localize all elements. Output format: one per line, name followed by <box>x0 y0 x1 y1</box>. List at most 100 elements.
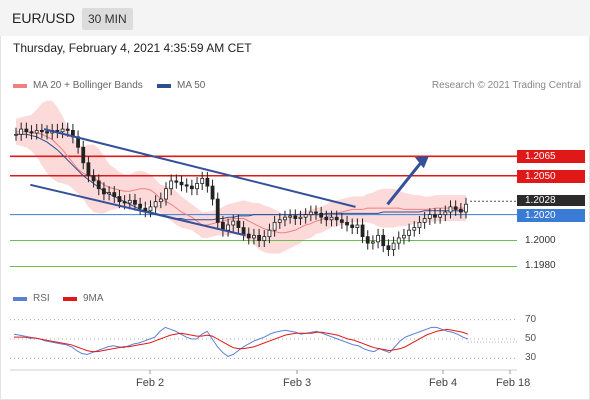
rsi-swatch <box>13 296 27 301</box>
rsi-ma-line <box>14 328 469 353</box>
ma50-swatch <box>157 83 171 88</box>
candle-body <box>267 229 272 238</box>
candle-body <box>355 224 360 228</box>
channel-lower-line <box>30 183 246 237</box>
candle-body <box>24 128 29 133</box>
candle-body <box>81 146 86 164</box>
candle-body <box>360 224 365 238</box>
ma50-line <box>16 133 466 221</box>
x-tick-label: Feb 4 <box>429 377 458 389</box>
candle-body <box>164 188 168 200</box>
candle-body <box>122 201 127 204</box>
candle-body <box>339 219 344 223</box>
candle-body <box>184 184 189 187</box>
legend-ma50: MA 50 <box>157 80 205 91</box>
candle-body <box>39 129 44 133</box>
candle-body <box>345 221 349 226</box>
candle-body <box>127 199 132 204</box>
candle-body <box>412 227 417 231</box>
candle-body <box>376 234 380 243</box>
candle-body <box>60 128 65 133</box>
legend-ma20-label: MA 20 + Bollinger Bands <box>33 80 143 91</box>
candle-body <box>262 236 267 241</box>
candle-body <box>205 177 210 187</box>
candle-body <box>195 183 199 190</box>
candle-body <box>246 233 251 239</box>
legend-ma9: 9MA <box>63 293 104 304</box>
forecast-arrow-head <box>414 156 429 169</box>
candle-body <box>91 175 96 182</box>
candle-body <box>215 198 220 223</box>
candle-body <box>277 219 282 223</box>
candle-body <box>133 199 137 205</box>
candle-body <box>34 129 39 134</box>
candle-body <box>288 215 293 218</box>
candle-body <box>453 206 458 210</box>
candle-body <box>391 242 396 251</box>
rsi-tick-50: 50 <box>525 333 537 344</box>
ma20-line <box>16 131 466 234</box>
candle-body <box>293 215 298 219</box>
candle-body <box>396 237 401 244</box>
timestamp: Thursday, February 4, 2021 4:35:59 AM CE… <box>13 41 252 55</box>
candle-body <box>14 133 18 136</box>
channel-upper-line <box>43 128 356 208</box>
candle-body <box>427 214 432 219</box>
ma9-swatch <box>63 296 77 301</box>
level-label-1.2000: 1.2000 <box>525 234 556 246</box>
candle-body <box>257 234 262 241</box>
legend-ma50-label: MA 50 <box>177 80 206 91</box>
header-bar: EUR/USD 30 MIN <box>0 0 590 36</box>
candle-body <box>189 185 194 190</box>
symbol-label: EUR/USD <box>12 10 76 26</box>
candle-body <box>417 221 422 228</box>
candle-body <box>138 203 143 209</box>
candle-body <box>158 198 163 203</box>
candle-body <box>86 162 91 177</box>
candle-body <box>314 211 318 214</box>
candle-body <box>143 207 148 212</box>
candle-body <box>334 216 339 221</box>
candle-body <box>370 241 375 244</box>
candle-body <box>402 234 406 239</box>
legend-ma9-label: 9MA <box>83 293 104 304</box>
candle-body <box>422 218 427 223</box>
x-tick-label: Feb 18 <box>496 377 531 389</box>
candle-body <box>96 180 101 190</box>
candle-body <box>298 216 303 219</box>
candle-body <box>112 192 117 197</box>
last-price-tag: 1.2028 <box>517 195 585 207</box>
candle-body <box>464 203 468 213</box>
candle-body <box>174 180 179 183</box>
x-tick-label: Feb 3 <box>283 377 312 389</box>
candle-body <box>241 227 246 235</box>
timeframe-button[interactable]: 30 MIN <box>82 8 133 30</box>
candle-body <box>324 216 329 221</box>
candle-body <box>272 221 277 231</box>
legend-rsi: RSI <box>13 293 50 304</box>
candle-body <box>102 188 106 195</box>
level-tag-1.2020: 1.2020 <box>517 208 585 222</box>
candle-body <box>303 214 308 218</box>
level-label-1.1980: 1.1980 <box>525 260 556 272</box>
candle-body <box>236 220 241 228</box>
legend-rsi-label: RSI <box>33 293 50 304</box>
legend-ma20: MA 20 + Bollinger Bands <box>13 80 143 91</box>
candle-body <box>19 128 24 135</box>
level-tag-1.2050: 1.2050 <box>517 169 585 183</box>
candle-body <box>319 212 324 218</box>
candle-body <box>117 196 122 203</box>
candle-body <box>381 234 386 247</box>
candle-body <box>153 201 158 208</box>
candle-body <box>231 220 236 226</box>
candle-body <box>458 209 463 213</box>
candle-body <box>407 229 412 236</box>
candle-body <box>438 214 443 218</box>
candle-body <box>365 236 370 244</box>
candle-body <box>443 211 448 216</box>
credit-text: Research © 2021 Trading Central <box>431 80 581 91</box>
rsi-tick-30: 30 <box>525 352 537 364</box>
candle-body <box>29 131 34 134</box>
candle-body <box>179 181 184 186</box>
